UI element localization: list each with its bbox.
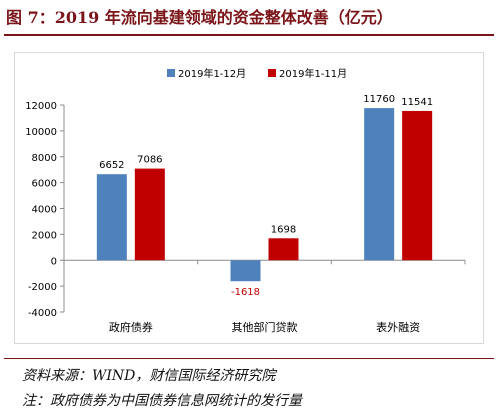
data-note: 注：政府债券为中国债券信息网统计的发行量	[22, 393, 302, 409]
data-label: 7086	[137, 155, 162, 166]
bar	[364, 108, 395, 261]
y-tick-label: -2000	[28, 282, 57, 293]
data-label: 1698	[271, 224, 296, 235]
x-category-label: 政府债券	[109, 320, 153, 334]
data-label: -1618	[231, 287, 260, 298]
source-note: 资料来源：WIND，财信国际经济研究院	[22, 368, 276, 384]
data-label: 11541	[401, 97, 433, 108]
y-tick-label: 0	[51, 256, 57, 267]
title-divider	[4, 34, 494, 36]
data-label: 11760	[363, 94, 395, 105]
legend-swatch	[268, 69, 276, 77]
bar	[134, 168, 165, 261]
y-tick-label: 2000	[32, 230, 57, 241]
chart-area: -4000 -2000 0 2000 4000 6000 8000 10000 12000 政府债…	[14, 52, 484, 344]
y-tick-label: -4000	[28, 308, 57, 319]
y-tick-label: 6000	[32, 179, 57, 190]
x-category-label: 表外融资	[376, 320, 420, 334]
y-tick-label: 12000	[25, 101, 57, 112]
y-tick-label: 10000	[25, 127, 57, 138]
footer-divider	[4, 358, 494, 359]
bar	[96, 174, 127, 261]
legend-swatch	[167, 69, 175, 77]
data-label: 6652	[99, 160, 124, 171]
bar	[230, 260, 261, 282]
x-category-label: 其他部门贷款	[232, 320, 298, 334]
y-tick-label: 4000	[32, 205, 57, 216]
figure-title: 图 7：2019 年流向基建领域的资金整体改善（亿元）	[6, 8, 393, 27]
y-tick-label: 8000	[32, 153, 57, 164]
legend-label: 2019年1-12月	[178, 67, 246, 80]
bar-chart: -4000 -2000 0 2000 4000 6000 8000 10000 12000 政府债…	[25, 67, 466, 334]
bar	[402, 110, 433, 261]
bar	[268, 238, 299, 261]
legend-label: 2019年1-11月	[279, 67, 347, 80]
